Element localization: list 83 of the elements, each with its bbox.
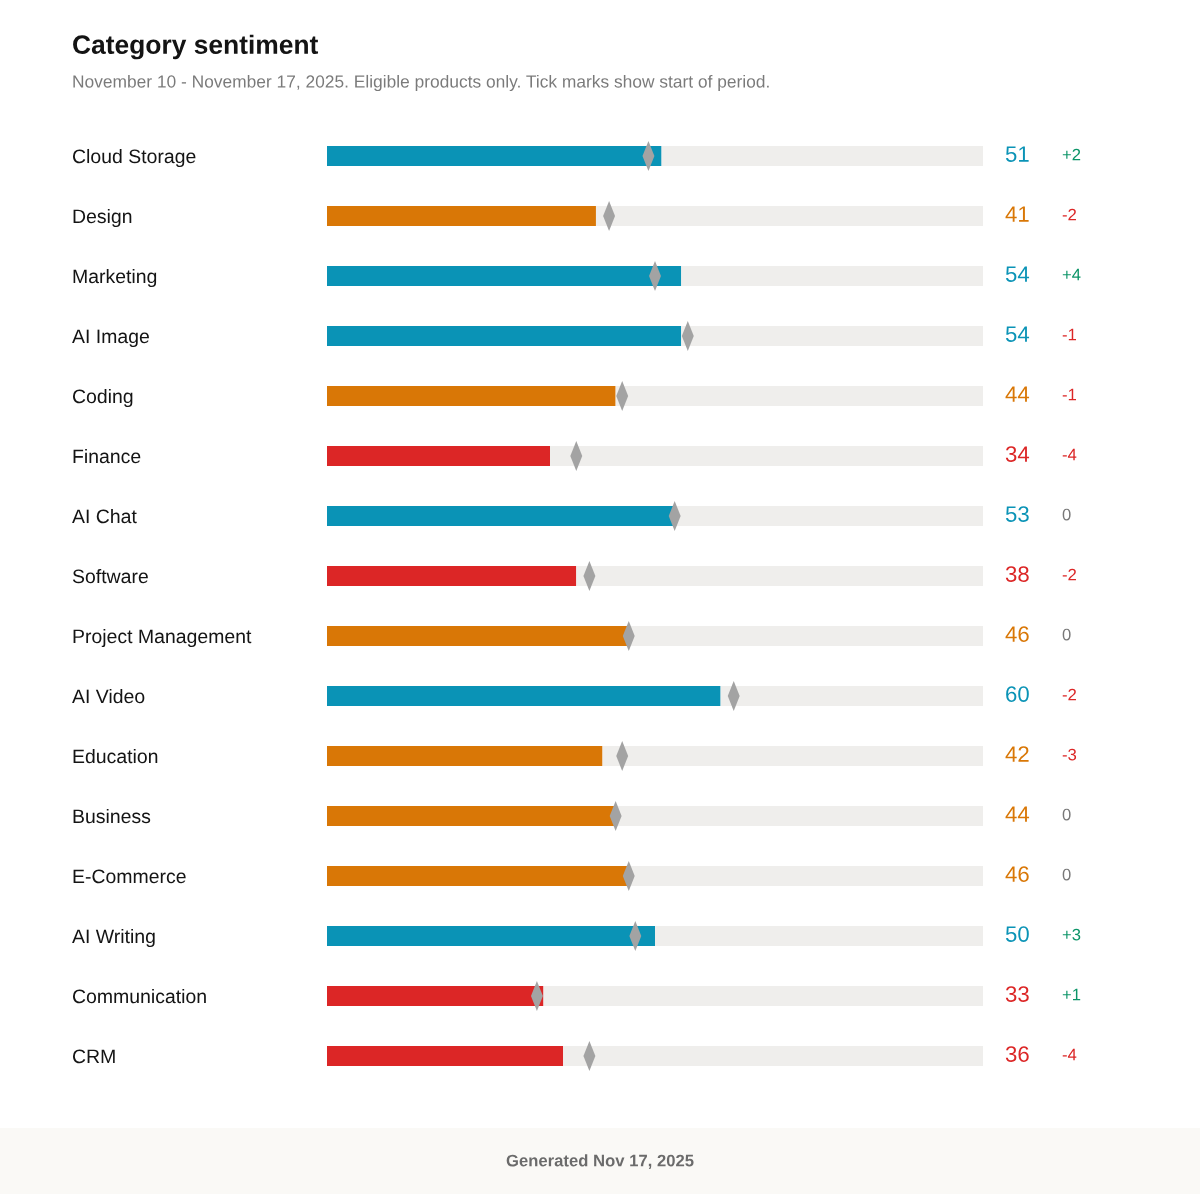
y-tick-label: E-Commerce [73, 869, 186, 884]
data-label: 44 [1005, 806, 1030, 822]
text: +3 [1062, 928, 1081, 941]
text: -2 [1062, 568, 1076, 581]
bar [327, 626, 629, 646]
data-label: 53 [1005, 506, 1029, 522]
data-label: 42 [1005, 746, 1029, 762]
data-label: 51 [1005, 146, 1029, 162]
y-tick-label: AI Writing [72, 928, 155, 948]
text: 0 [1062, 868, 1071, 881]
data-label: 60 [1006, 686, 1029, 702]
data-label: 41 [1005, 206, 1029, 222]
y-tick-label: AI Chat [72, 508, 137, 524]
bar [327, 506, 675, 526]
text: 0 [1062, 508, 1071, 521]
y-tick-label: Coding [72, 388, 133, 408]
text: Generated Nov 17, 2025 [506, 1154, 694, 1169]
text: +2 [1062, 148, 1081, 161]
bar [327, 206, 596, 226]
bar [327, 146, 662, 166]
bar [681, 266, 983, 286]
y-tick-label: Finance [73, 448, 141, 464]
y-tick-label: AI Image [72, 329, 149, 348]
data-label: 50 [1005, 926, 1029, 942]
y-tick-label: CRM [72, 1049, 115, 1064]
bar [681, 326, 983, 346]
bar [576, 566, 983, 586]
data-label: 46 [1005, 626, 1029, 642]
bar [327, 746, 603, 766]
bar [550, 446, 983, 466]
bar [628, 866, 983, 886]
bar [543, 986, 983, 1006]
y-tick-label: Business [73, 808, 151, 824]
data-label: 44 [1005, 386, 1030, 402]
y-tick-label: Design [73, 208, 132, 228]
y-tick-label: Marketing [73, 268, 157, 288]
text: -4 [1062, 448, 1077, 461]
bar [327, 386, 616, 406]
bar [327, 266, 682, 286]
text: +1 [1062, 988, 1081, 1001]
bar [327, 926, 655, 946]
text: -3 [1062, 748, 1077, 761]
text: +4 [1062, 268, 1081, 281]
data-label: 34 [1005, 446, 1030, 462]
text: -2 [1062, 208, 1076, 221]
data-label: 54 [1005, 266, 1030, 282]
data-label: 46 [1005, 866, 1029, 882]
bar [563, 1046, 983, 1066]
bar [720, 686, 983, 706]
text: -1 [1062, 388, 1077, 401]
data-label: 38 [1005, 566, 1029, 582]
data-label: 54 [1005, 326, 1030, 342]
y-tick-label: Education [73, 748, 158, 764]
bar [327, 806, 616, 826]
bar [655, 926, 983, 946]
bar [327, 566, 577, 586]
bar [615, 386, 983, 406]
bar [327, 686, 721, 706]
text: -4 [1062, 1048, 1077, 1061]
bar [602, 746, 983, 766]
y-tick-label: Cloud Storage [72, 148, 196, 168]
text: -1 [1062, 328, 1077, 341]
bar [327, 986, 544, 1006]
text: -2 [1062, 688, 1076, 701]
y-tick-label: Communication [72, 988, 206, 1004]
chart-subtitle: November 10 - November 17, 2025. Eligible products only. Tick marks show start of period. [73, 74, 769, 92]
bar [595, 206, 983, 226]
text: 0 [1062, 808, 1071, 821]
bar [674, 506, 983, 526]
data-label: 33 [1005, 986, 1029, 1002]
y-tick-label: Software [72, 568, 148, 584]
y-tick-label: Project Management [73, 628, 252, 648]
data-label: 36 [1005, 1046, 1029, 1062]
bar [661, 146, 983, 166]
bar [628, 626, 983, 646]
bar [615, 806, 983, 826]
bar [327, 1046, 564, 1066]
text: 0 [1062, 628, 1071, 641]
chart-title: Category sentiment [73, 34, 319, 60]
bar [327, 446, 551, 466]
bar [327, 326, 682, 346]
y-tick-label: AI Video [72, 688, 145, 704]
bar [327, 866, 629, 886]
